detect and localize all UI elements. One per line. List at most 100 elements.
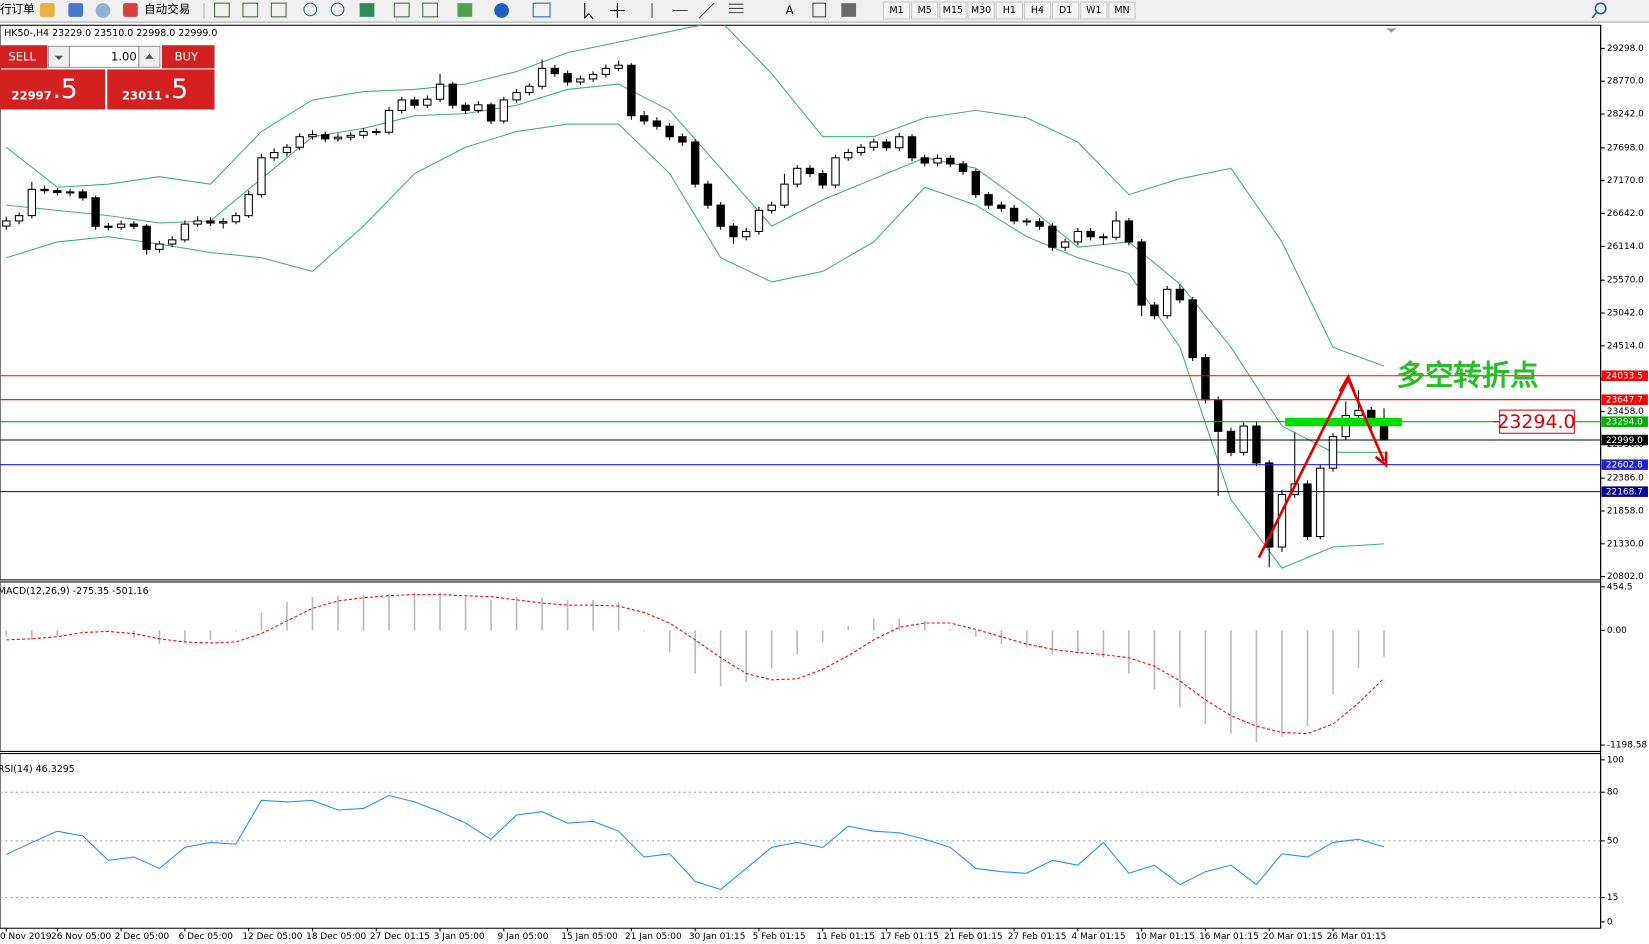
- x-tick-label: 30 Jan 01:15: [689, 932, 746, 942]
- timeframe-button[interactable]: [967, 1, 995, 20]
- timeframe-label[interactable]: M15: [943, 5, 963, 16]
- band-upper: [5, 25, 1385, 367]
- down-icon: [54, 55, 64, 60]
- macd-panel: [0, 581, 1602, 752]
- tool-icon[interactable]: [270, 2, 287, 18]
- draw-icons[interactable]: [651, 2, 744, 19]
- tool-icon[interactable]: [393, 2, 410, 18]
- candle-body: [180, 223, 190, 241]
- timeframe-label[interactable]: H4: [1031, 5, 1044, 16]
- candle-body: [1137, 241, 1146, 306]
- timeframe-button[interactable]: [882, 1, 911, 20]
- timeframe-button[interactable]: [1080, 1, 1108, 20]
- tool-icon[interactable]: [359, 3, 375, 17]
- autotrade-label[interactable]: 自动交易: [144, 2, 190, 16]
- tool-icon[interactable]: [812, 2, 827, 18]
- candle-body: [193, 220, 202, 225]
- x-tick-label: 18 Dec 05:00: [306, 932, 366, 942]
- candle-body: [129, 223, 139, 227]
- level-tag: [1601, 394, 1648, 405]
- timeframe-button[interactable]: [1108, 1, 1136, 20]
- y-tick-label: 29298.0: [1607, 44, 1644, 54]
- tool-icon[interactable]: [95, 3, 111, 18]
- candle-body: [1086, 230, 1095, 238]
- tool-icon[interactable]: [841, 3, 857, 17]
- y-tick-label: -1198.58: [1607, 741, 1647, 751]
- tool-icon[interactable]: [494, 3, 510, 18]
- text-icon[interactable]: A: [786, 3, 794, 17]
- candle-body: [1162, 288, 1172, 317]
- tool-icon[interactable]: [532, 2, 551, 18]
- ask-box[interactable]: [107, 69, 215, 110]
- candle-body: [257, 157, 266, 196]
- level-label: 22602.8: [1606, 461, 1643, 471]
- search-icon-handle: [1591, 12, 1598, 19]
- candle-body: [946, 157, 955, 165]
- candle-body: [397, 99, 406, 111]
- tool-icon[interactable]: [123, 3, 138, 17]
- orders-label[interactable]: 行订单: [0, 2, 35, 16]
- candle-body: [563, 73, 572, 83]
- search-icon[interactable]: [1594, 2, 1607, 15]
- crosshair-icon[interactable]: [609, 3, 625, 18]
- candle-body: [461, 104, 470, 111]
- tool-icon[interactable]: [303, 2, 318, 17]
- timeframe-button[interactable]: [1023, 1, 1052, 20]
- level-tag: [1601, 434, 1648, 446]
- timeframe-button[interactable]: [911, 1, 939, 20]
- tool-icon[interactable]: [214, 2, 230, 18]
- tool-icon[interactable]: [457, 3, 473, 17]
- candle-body: [933, 157, 942, 164]
- y-tick-label: 50: [1607, 836, 1619, 846]
- x-tick-label: 17 Feb 01:15: [880, 932, 939, 942]
- candle-body: [678, 136, 687, 143]
- timeframe-label[interactable]: M30: [971, 5, 991, 16]
- timeframe-label[interactable]: D1: [1059, 5, 1072, 16]
- timeframe-label[interactable]: H1: [1003, 5, 1016, 16]
- candle-body: [116, 223, 126, 228]
- tool-icon[interactable]: [422, 2, 439, 18]
- timeframe-button[interactable]: [995, 1, 1023, 20]
- x-tick-label: 11 Feb 01:15: [816, 932, 875, 942]
- rsi-line: [6, 794, 1385, 891]
- sell-button[interactable]: [0, 45, 48, 69]
- level-label: 22168.7: [1606, 488, 1643, 498]
- tool-icon[interactable]: [68, 3, 84, 17]
- panel-line: [0, 791, 1601, 899]
- candle-body: [1252, 425, 1261, 464]
- timeframe-label[interactable]: MN: [1114, 5, 1129, 16]
- buy-button[interactable]: [161, 45, 215, 69]
- y-tick-label: 23458.0: [1607, 407, 1644, 417]
- timeframe-button[interactable]: [939, 1, 967, 20]
- candle-body: [104, 225, 113, 228]
- tool-icon[interactable]: [330, 2, 345, 17]
- candle-body: [244, 194, 253, 217]
- candle-body: [907, 136, 917, 159]
- candle-body: [627, 64, 636, 117]
- candle-body: [1035, 221, 1044, 227]
- x-tick-label: 10 Mar 01:15: [1135, 932, 1195, 942]
- timeframe-label[interactable]: W1: [1086, 5, 1101, 16]
- candle-body: [1060, 241, 1070, 248]
- candle-body: [269, 152, 279, 159]
- candle-body: [1150, 304, 1159, 317]
- level-tag: [1601, 370, 1648, 381]
- timeframe-label[interactable]: M5: [918, 5, 932, 16]
- tool-icon[interactable]: [39, 3, 55, 17]
- candle-body: [167, 239, 177, 245]
- candle-body: [690, 141, 700, 185]
- candle-body: [793, 167, 802, 185]
- x-tick-label: 20 Mar 01:15: [1263, 932, 1323, 942]
- tool-icon[interactable]: [242, 2, 259, 18]
- timeframe-label[interactable]: M1: [889, 5, 903, 16]
- y-tick-label: 25570.0: [1607, 276, 1644, 286]
- candle-body: [1009, 207, 1019, 222]
- level-label: 23294.0: [1606, 418, 1643, 428]
- candle-body: [1277, 493, 1287, 548]
- bid-box[interactable]: [0, 69, 106, 110]
- panel-bar: [5, 592, 1385, 742]
- cursor-icon[interactable]: [584, 3, 594, 20]
- y-tick-label: 25042.0: [1607, 309, 1644, 319]
- annotation: 多空转折点: [1397, 359, 1539, 392]
- timeframe-button[interactable]: [1051, 1, 1080, 20]
